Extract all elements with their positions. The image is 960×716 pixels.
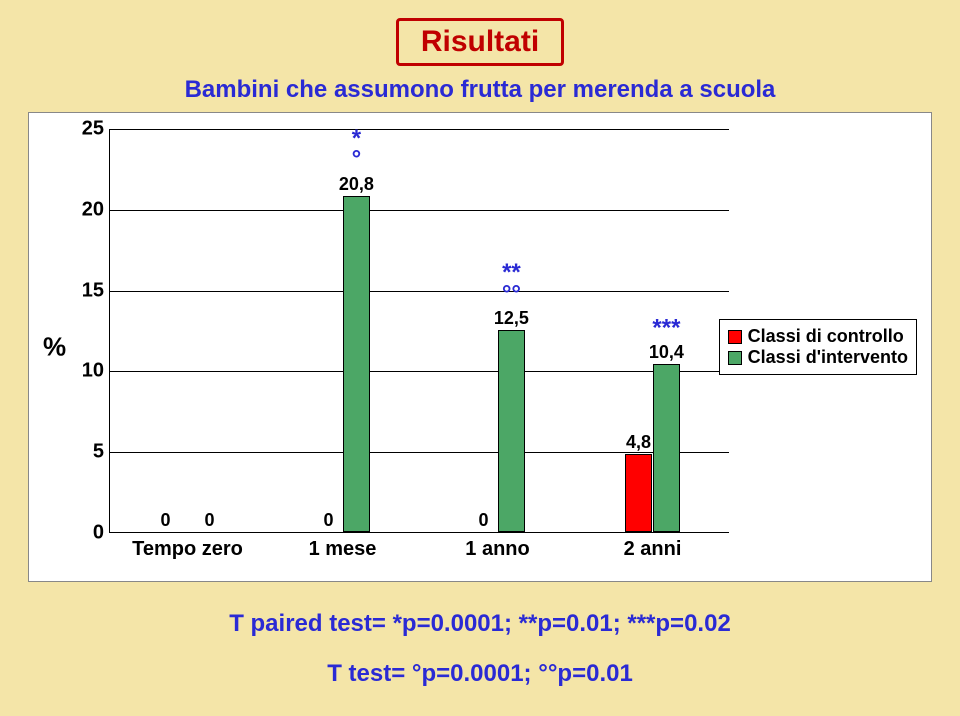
bar-value-label: 4,8 — [626, 432, 651, 453]
bar-value-label: 0 — [204, 510, 214, 531]
legend: Classi di controlloClassi d'intervento — [719, 319, 917, 375]
legend-label: Classi d'intervento — [748, 347, 908, 368]
y-axis-label: % — [43, 332, 66, 363]
x-tick-label: 1 mese — [309, 532, 377, 561]
y-tick-label: 20 — [82, 198, 110, 221]
bar-value-label: 0 — [479, 510, 489, 531]
x-tick-label: 2 anni — [624, 532, 682, 561]
plot-area: 0510152025Tempo zero001 mese020,8* °1 an… — [109, 129, 729, 533]
chart-subtitle: Bambini che assumono frutta per merenda … — [28, 76, 932, 104]
grid-line — [110, 291, 729, 292]
y-tick-label: 5 — [93, 441, 110, 464]
y-tick-label: 10 — [82, 360, 110, 383]
bar-value-label: 12,5 — [494, 308, 529, 329]
page-title: Risultati — [396, 18, 564, 66]
bar — [653, 364, 681, 532]
grid-line — [110, 371, 729, 372]
grid-line — [110, 210, 729, 211]
y-tick-label: 15 — [82, 279, 110, 302]
bar-value-label: 0 — [160, 510, 170, 531]
significance-label: * ° — [352, 128, 362, 171]
significance-label: ** °° — [502, 262, 521, 305]
bar — [625, 454, 653, 532]
bar-value-label: 10,4 — [649, 342, 684, 363]
stats-footer: T paired test= *p=0.0001; **p=0.01; ***p… — [28, 610, 932, 688]
stats-line-1: T paired test= *p=0.0001; **p=0.01; ***p… — [28, 610, 932, 638]
legend-swatch — [728, 351, 742, 365]
legend-item: Classi di controllo — [728, 326, 908, 347]
grid-line — [110, 129, 729, 130]
stats-line-2: T test= °p=0.0001; °°p=0.01 — [28, 660, 932, 688]
y-tick-label: 0 — [93, 522, 110, 545]
chart-container: % 0510152025Tempo zero001 mese020,8* °1 … — [28, 112, 932, 582]
bar-value-label: 20,8 — [339, 174, 374, 195]
bar-value-label: 0 — [324, 510, 334, 531]
x-tick-label: Tempo zero — [132, 532, 243, 561]
x-tick-label: 1 anno — [465, 532, 529, 561]
y-tick-label: 25 — [82, 118, 110, 141]
legend-swatch — [728, 330, 742, 344]
legend-item: Classi d'intervento — [728, 347, 908, 368]
legend-label: Classi di controllo — [748, 326, 904, 347]
bar — [343, 196, 371, 532]
significance-label: *** — [652, 317, 680, 339]
bar — [498, 330, 526, 532]
